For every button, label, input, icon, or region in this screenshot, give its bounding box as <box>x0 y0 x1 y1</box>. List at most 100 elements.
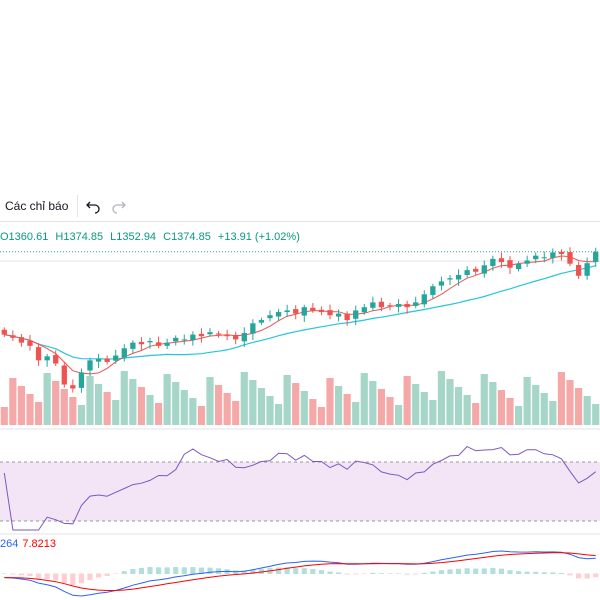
candle-body <box>35 347 42 361</box>
macd-histogram-bar <box>18 573 24 576</box>
candle <box>198 328 205 343</box>
indicators-button[interactable]: Các chỉ báo <box>5 198 69 213</box>
candle <box>438 276 445 291</box>
candle <box>215 331 222 338</box>
candle <box>130 340 136 354</box>
volume-bar <box>437 371 446 425</box>
undo-icon[interactable] <box>82 195 104 217</box>
candle-body <box>130 342 136 349</box>
candle <box>567 247 573 267</box>
macd-histogram-bar <box>353 573 359 575</box>
volume-bar <box>52 381 60 425</box>
macd-histogram-bar <box>370 572 376 574</box>
volume-bar <box>420 392 428 425</box>
candle <box>404 300 410 314</box>
macd-histogram-bar <box>113 573 119 575</box>
candle <box>584 257 590 280</box>
candle-body <box>541 257 547 259</box>
redo-icon[interactable] <box>108 195 130 217</box>
candle-body <box>78 372 85 388</box>
volume-bar <box>34 402 43 425</box>
volume-bar <box>532 385 540 425</box>
candle <box>95 353 102 369</box>
volume-bar <box>17 386 26 425</box>
candle-body <box>515 263 522 270</box>
candle <box>61 362 67 388</box>
candle-body <box>593 251 599 262</box>
macd-histogram-bar <box>138 567 144 574</box>
candle <box>473 266 479 275</box>
signal-line <box>4 552 596 591</box>
candle <box>121 344 127 362</box>
candle-body <box>413 302 419 306</box>
candle-body <box>481 265 487 274</box>
macd-histogram-bar <box>438 570 444 574</box>
volume-bar <box>43 373 51 425</box>
candle <box>593 247 599 267</box>
volume-bar <box>549 401 557 425</box>
macd-histogram-bar <box>464 568 470 574</box>
ohlc-legend: O1360.61 H1374.85 L1352.94 C1374.85 +13.… <box>0 231 304 243</box>
candle <box>181 334 187 345</box>
macd-histogram-bar <box>44 573 50 580</box>
candle-body <box>250 323 256 334</box>
candle <box>507 256 513 275</box>
candle-body <box>438 281 445 286</box>
candle <box>113 349 119 364</box>
candle <box>558 249 565 261</box>
candle-body <box>121 348 127 358</box>
price-pane <box>0 247 600 393</box>
volume-bar <box>343 394 351 425</box>
volume-bar <box>454 387 463 425</box>
volume-bar <box>86 376 94 425</box>
macd-histogram-bar <box>207 567 213 574</box>
macd-histogram-bar <box>241 570 247 574</box>
volume-bar <box>214 385 223 425</box>
candle <box>353 305 359 326</box>
candle-body <box>353 310 359 319</box>
candle-body <box>430 286 436 295</box>
macd-histogram-bar <box>318 570 324 574</box>
candle-body <box>164 342 170 346</box>
volume-bar <box>112 400 120 425</box>
volume-bar <box>360 373 368 425</box>
macd-histogram-bar <box>336 572 342 574</box>
candle <box>241 327 247 347</box>
macd-histogram-bar <box>567 573 573 576</box>
macd-histogram-bar <box>258 568 264 574</box>
candle-body <box>10 335 16 338</box>
candle-body <box>464 270 470 275</box>
candle-body <box>567 252 573 264</box>
macd-histogram-bar <box>413 573 419 575</box>
macd-histogram-bar <box>96 573 102 578</box>
volume-bar <box>540 393 548 425</box>
volume-bar <box>129 379 137 425</box>
candle <box>70 379 76 393</box>
candle-body <box>207 332 213 335</box>
volume-bar <box>172 382 180 425</box>
volume-bar <box>446 379 454 425</box>
volume-bar <box>412 384 420 425</box>
volume-bar <box>472 403 480 425</box>
volume-bar <box>317 407 326 425</box>
low-value: L1352.94 <box>110 231 157 243</box>
candle-body <box>344 313 350 321</box>
volume-bar <box>94 384 103 425</box>
candle <box>173 335 179 346</box>
candle <box>27 335 33 351</box>
macd-histogram-bar <box>558 573 564 574</box>
candle-body <box>507 260 513 268</box>
candle <box>164 338 170 350</box>
volume-bar <box>154 403 163 425</box>
macd-histogram-bar <box>1 573 7 574</box>
candle-body <box>498 258 505 263</box>
volume-bar <box>180 390 188 425</box>
candle <box>575 261 582 280</box>
volume-bar <box>514 406 523 425</box>
candle <box>18 333 25 347</box>
candle-body <box>550 252 556 258</box>
macd-histogram-bar <box>550 572 556 574</box>
volume-bar <box>309 399 317 425</box>
candle <box>258 317 265 326</box>
